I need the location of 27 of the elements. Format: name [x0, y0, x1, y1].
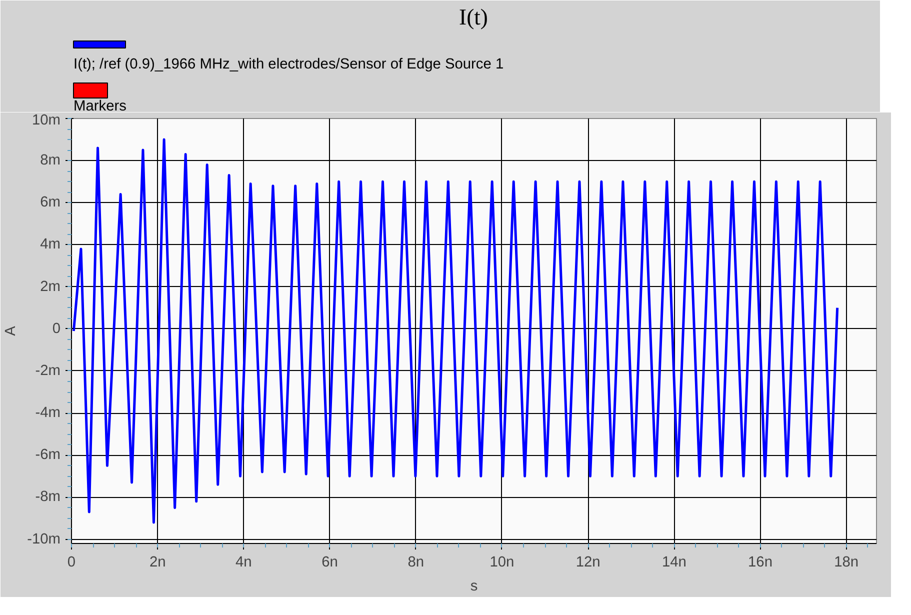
legend-label: Markers	[74, 98, 126, 114]
x-tick-label: 6n	[322, 554, 338, 570]
x-tick-label: 8n	[408, 554, 424, 570]
x-tick-label: 16n	[748, 554, 773, 570]
x-axis-title: s	[470, 578, 478, 594]
y-tick-label: -8m	[35, 489, 61, 506]
x-tick-label: 4n	[236, 554, 252, 570]
legend-label: I(t); /ref (0.9)_1966 MHz_with electrodes/Sensor of Edge Source 1	[74, 56, 504, 72]
y-tick-label: 10m	[32, 112, 61, 128]
x-tick-label: 2n	[149, 554, 166, 570]
line-series	[72, 138, 839, 524]
x-tick-label: 0	[67, 554, 76, 570]
y-tick-label: -2m	[35, 362, 61, 379]
y-tick-label: 8m	[40, 152, 61, 169]
x-tick-label: 14n	[662, 554, 686, 570]
y-tick-label: -6m	[35, 447, 61, 464]
x-tick-label: 18n	[834, 554, 859, 570]
y-axis-title: A	[3, 326, 20, 336]
x-tick-label: 10n	[490, 554, 514, 570]
y-tick-label: 4m	[40, 236, 61, 253]
x-tick-label: 12n	[576, 554, 600, 570]
y-tick-label: 2m	[40, 278, 61, 295]
chart-title: I(t)	[459, 4, 488, 30]
y-tick-label: 0	[52, 320, 61, 337]
y-tick-label: -10m	[27, 531, 61, 548]
y-tick-label: 6m	[40, 194, 61, 211]
y-tick-label: -4m	[35, 405, 61, 422]
